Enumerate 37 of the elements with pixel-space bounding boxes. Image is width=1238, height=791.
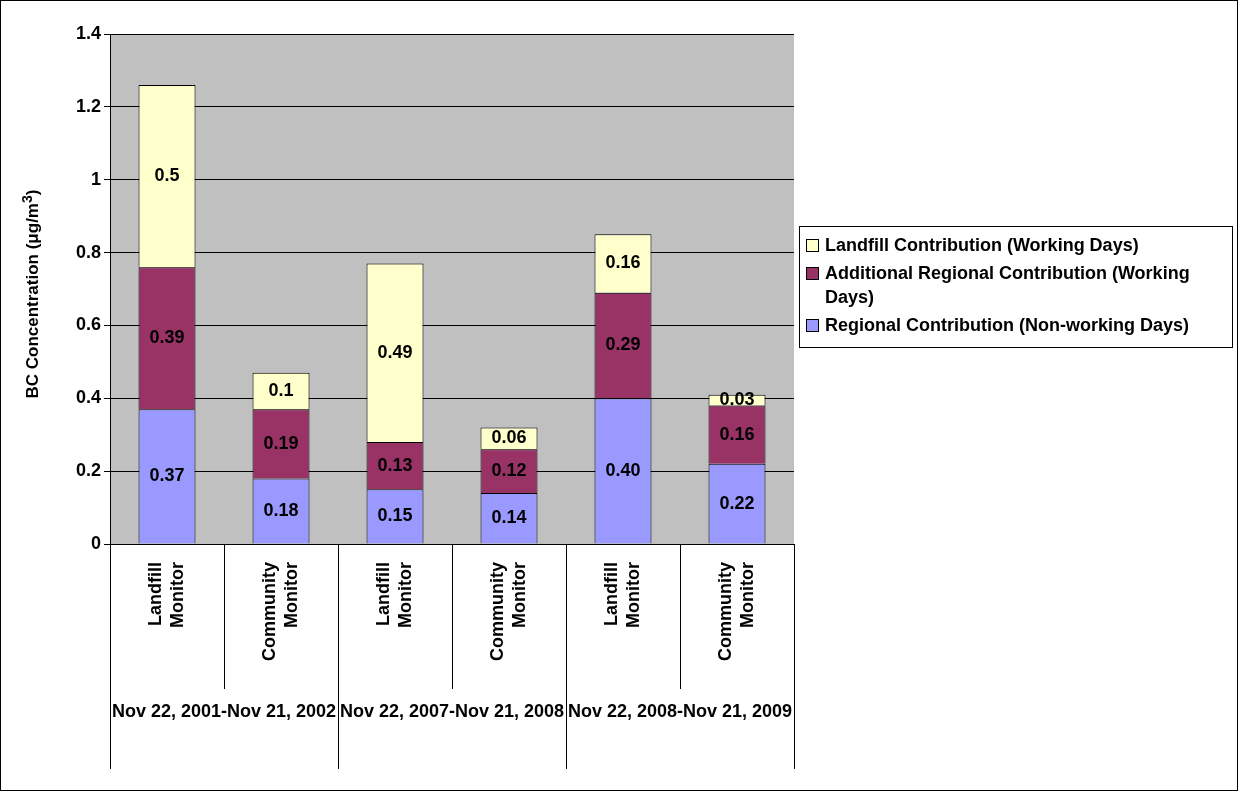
y-tick-label: 1.4 [75,22,102,43]
data-label: 0.15 [377,505,413,526]
data-label: 0.14 [491,507,527,528]
y-tick-label: 0.8 [75,241,102,262]
x-tick-label: Community Monitor [258,562,301,661]
legend-label: Regional Contribution (Non-working Days) [825,314,1189,337]
legend-label: Landfill Contribution (Working Days) [825,234,1139,257]
data-label: 0.22 [719,492,755,513]
y-tick-label: 0 [91,532,102,553]
text: Nov 22, 2001-Nov 21, 2002 [110,700,338,723]
y-tick-label: 0.2 [75,460,102,481]
text: Nov 22, 2008-Nov 21, 2009 [566,700,794,723]
y-tick-label: 1.2 [75,95,102,116]
y-tick-label: 1 [91,168,102,189]
data-label: 0.29 [605,334,641,355]
x-tick-label: Landfill Monitor [372,562,415,628]
data-label: 0.16 [719,423,755,444]
x-tick-label: Landfill Monitor [600,562,643,628]
data-label: 0.19 [263,432,299,453]
data-label: 0.49 [377,341,413,362]
data-label: 0.06 [491,427,527,448]
data-label: 0.1 [268,379,294,400]
data-label: 0.37 [149,465,185,486]
data-label: 0.12 [491,460,527,481]
y-tick-label: 0.6 [75,314,102,335]
text: Nov 22, 2007-Nov 21, 2008 [338,700,566,723]
y-tick-label: 0.4 [75,387,102,408]
x-tick-label: Community Monitor [486,562,529,661]
legend-label: Additional Regional Contribution (Working Days) [825,262,1191,309]
data-label: 0.18 [263,499,299,520]
data-label: 0.39 [149,327,185,348]
data-label: 0.40 [605,459,641,480]
data-label: 0.5 [154,165,180,186]
data-label: 0.16 [605,252,641,273]
x-tick-label: Landfill Monitor [144,562,187,628]
x-tick-label: Community Monitor [714,562,757,661]
data-label: 0.13 [377,454,413,475]
